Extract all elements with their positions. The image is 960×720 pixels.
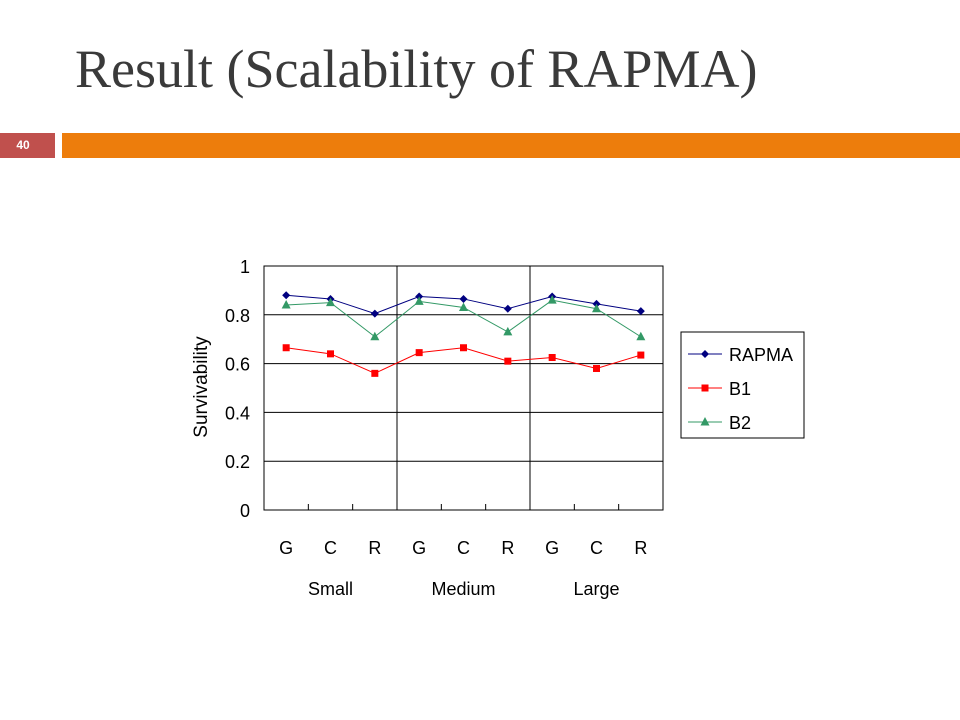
data-point-rapma — [282, 291, 291, 300]
data-point-b1 — [327, 350, 334, 358]
legend: RAPMA B1 B2 — [688, 345, 793, 433]
data-point-b2 — [547, 295, 557, 304]
x-tick-label: G — [412, 538, 426, 558]
slide-title: Result (Scalability of RAPMA) — [75, 39, 758, 99]
data-point-rapma — [636, 307, 645, 316]
data-series — [281, 291, 646, 377]
data-point-b2 — [592, 303, 601, 313]
data-point-b1 — [593, 364, 600, 372]
data-point-b1 — [548, 354, 556, 361]
data-point-b2 — [281, 300, 291, 309]
data-point-b2 — [459, 302, 468, 311]
x-axis-ticks — [307, 504, 620, 510]
legend-label-rapma: RAPMA — [729, 345, 793, 365]
page-number: 40 — [16, 138, 30, 152]
x-axis-group-labels: Small Medium Large — [308, 579, 620, 599]
series-line-b1 — [286, 347, 641, 374]
data-point-b2 — [636, 331, 646, 341]
x-tick-label: C — [457, 538, 470, 558]
x-tick-label: C — [324, 538, 337, 558]
y-axis-tick-labels: 0 0.2 0.4 0.6 0.8 1 — [225, 257, 250, 521]
y-tick-label: 0.8 — [225, 306, 250, 326]
data-point-b1 — [637, 351, 645, 359]
gridlines — [264, 314, 663, 462]
x-tick-label: G — [545, 538, 559, 558]
y-tick-label: 0.4 — [225, 403, 250, 423]
plot-area — [263, 265, 664, 511]
legend-marker-rapma — [701, 350, 709, 358]
y-tick-label: 0.6 — [225, 355, 250, 375]
x-tick-label: R — [501, 538, 514, 558]
data-point-rapma — [459, 294, 468, 303]
x-tick-label: G — [279, 538, 293, 558]
x-group-label: Small — [308, 579, 353, 599]
y-tick-label: 0 — [240, 501, 250, 521]
title-accent-bar — [62, 133, 960, 158]
legend-marker-b2 — [700, 417, 710, 426]
x-tick-label: R — [368, 538, 381, 558]
data-point-b1 — [282, 344, 290, 352]
y-tick-label: 0.2 — [225, 452, 250, 472]
data-point-rapma — [370, 309, 379, 318]
data-point-b2 — [326, 297, 335, 307]
legend-label-b1: B1 — [729, 379, 751, 399]
data-point-b1 — [371, 369, 379, 377]
y-axis-title: Survivability — [191, 336, 212, 438]
y-tick-label: 1 — [240, 257, 250, 277]
x-tick-label: C — [590, 538, 603, 558]
legend-label-b2: B2 — [729, 413, 751, 433]
x-group-label: Large — [573, 579, 619, 599]
page-number-badge: 40 — [0, 133, 55, 158]
x-group-label: Medium — [431, 579, 495, 599]
data-point-b2 — [370, 331, 380, 341]
data-point-b2 — [414, 296, 424, 305]
legend-marker-b1 — [701, 384, 709, 392]
data-point-b2 — [503, 326, 513, 336]
data-point-b1 — [504, 357, 512, 365]
x-tick-label: R — [634, 538, 647, 558]
data-point-rapma — [503, 304, 512, 313]
group-separators — [396, 266, 531, 510]
data-point-b1 — [460, 344, 467, 352]
data-point-b1 — [415, 349, 423, 357]
